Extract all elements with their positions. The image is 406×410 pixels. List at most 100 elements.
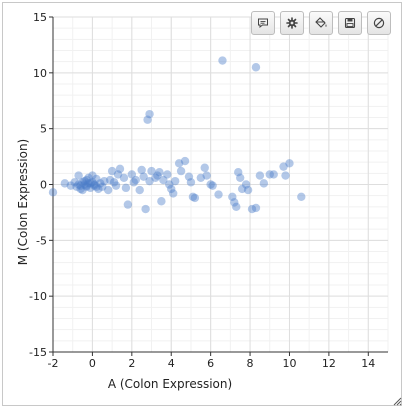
data-point[interactable] — [76, 184, 85, 194]
data-point[interactable] — [196, 173, 205, 182]
data-point[interactable] — [86, 179, 95, 188]
data-point[interactable] — [251, 63, 261, 72]
disable-button[interactable] — [367, 11, 391, 35]
data-point[interactable] — [123, 200, 133, 209]
data-point[interactable] — [214, 190, 223, 199]
data-point[interactable] — [92, 174, 101, 184]
data-point[interactable] — [241, 180, 251, 189]
data-point[interactable] — [139, 172, 148, 181]
data-point[interactable] — [247, 204, 257, 214]
data-point[interactable] — [88, 178, 97, 187]
data-point[interactable] — [228, 192, 237, 201]
data-point[interactable] — [86, 183, 95, 193]
data-point[interactable] — [135, 185, 144, 195]
data-point[interactable] — [167, 184, 176, 194]
data-point[interactable] — [200, 163, 209, 172]
data-point[interactable] — [180, 156, 190, 166]
data-point[interactable] — [153, 171, 162, 180]
data-point[interactable] — [174, 159, 184, 168]
data-point[interactable] — [188, 192, 198, 201]
data-point[interactable] — [170, 176, 180, 186]
data-point[interactable] — [78, 185, 87, 195]
data-point[interactable] — [80, 180, 89, 189]
data-point[interactable] — [186, 178, 196, 187]
data-point[interactable] — [111, 181, 121, 190]
data-point[interactable] — [48, 188, 58, 197]
data-point[interactable] — [206, 180, 215, 189]
data-point[interactable] — [232, 202, 241, 212]
data-point[interactable] — [70, 178, 79, 187]
color-button[interactable] — [309, 11, 333, 35]
data-point[interactable] — [184, 172, 194, 181]
data-point[interactable] — [155, 168, 164, 177]
data-point[interactable] — [109, 178, 119, 187]
data-point[interactable] — [60, 179, 70, 188]
data-point[interactable] — [234, 168, 243, 177]
data-point[interactable] — [98, 182, 107, 191]
data-point[interactable] — [190, 193, 200, 203]
data-point[interactable] — [105, 175, 115, 185]
data-point[interactable] — [127, 170, 137, 179]
data-point[interactable] — [137, 165, 146, 175]
resize-grip-icon[interactable] — [392, 396, 402, 406]
data-point[interactable] — [131, 175, 140, 185]
data-point[interactable] — [259, 179, 269, 188]
data-point[interactable] — [147, 166, 156, 176]
data-point[interactable] — [94, 184, 103, 194]
data-point[interactable] — [72, 182, 81, 191]
save-button[interactable] — [338, 11, 362, 35]
data-point[interactable] — [255, 171, 265, 180]
data-point[interactable] — [230, 198, 239, 207]
data-point[interactable] — [121, 183, 131, 193]
data-point[interactable] — [145, 109, 154, 119]
data-point[interactable] — [251, 203, 261, 213]
data-point[interactable] — [159, 175, 168, 185]
data-point[interactable] — [297, 192, 306, 201]
data-point[interactable] — [265, 170, 274, 179]
data-point[interactable] — [236, 173, 245, 182]
data-point[interactable] — [78, 178, 87, 187]
data-point[interactable] — [92, 182, 101, 191]
settings-button[interactable] — [280, 11, 304, 35]
data-point[interactable] — [100, 176, 109, 186]
data-point[interactable] — [74, 171, 83, 180]
comment-button[interactable] — [251, 11, 275, 35]
data-point[interactable] — [285, 159, 294, 168]
data-point[interactable] — [281, 171, 290, 180]
data-point[interactable] — [243, 185, 253, 195]
data-point[interactable] — [84, 173, 93, 182]
data-point[interactable] — [143, 115, 152, 124]
data-point[interactable] — [103, 185, 113, 195]
data-point[interactable] — [113, 170, 123, 179]
data-point[interactable] — [115, 164, 125, 174]
data-point[interactable] — [141, 204, 150, 214]
data-point[interactable] — [82, 175, 91, 185]
data-point[interactable] — [82, 182, 91, 191]
data-point[interactable] — [202, 171, 211, 180]
data-point[interactable] — [218, 56, 227, 65]
data-point[interactable] — [237, 184, 247, 194]
data-point[interactable] — [66, 181, 75, 190]
data-point[interactable] — [151, 173, 160, 182]
data-point[interactable] — [96, 179, 105, 188]
data-point[interactable] — [165, 180, 174, 189]
data-point[interactable] — [279, 162, 288, 171]
data-point[interactable] — [107, 166, 117, 176]
data-point[interactable] — [169, 189, 178, 198]
data-point[interactable] — [157, 197, 166, 206]
data-point[interactable] — [163, 170, 172, 179]
data-point[interactable] — [74, 180, 83, 189]
data-point[interactable] — [88, 171, 97, 180]
data-point[interactable] — [90, 181, 99, 190]
data-point[interactable] — [119, 173, 129, 182]
data-point[interactable] — [129, 178, 138, 187]
data-point[interactable] — [84, 179, 93, 188]
data-point[interactable] — [82, 181, 91, 190]
data-point[interactable] — [176, 166, 186, 176]
data-point[interactable] — [145, 176, 154, 186]
data-point[interactable] — [80, 176, 89, 186]
data-point[interactable] — [76, 181, 85, 190]
data-point[interactable] — [269, 170, 278, 179]
data-point[interactable] — [208, 181, 217, 190]
data-point[interactable] — [90, 180, 99, 189]
